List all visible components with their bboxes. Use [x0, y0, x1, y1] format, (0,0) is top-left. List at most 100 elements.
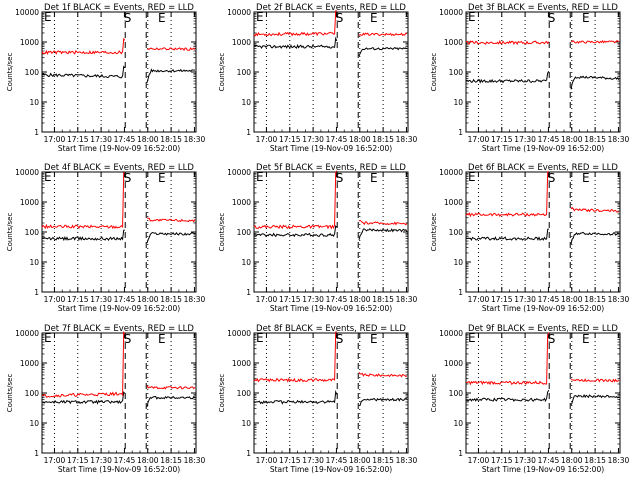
- series-line-events: [41, 65, 126, 79]
- start-marker: S: [124, 332, 132, 346]
- y-axis-label: Counts/sec: [430, 374, 438, 413]
- x-tick-label: 17:00: [256, 135, 278, 144]
- series-line-lld: [146, 217, 196, 223]
- series-line-events: [465, 389, 550, 403]
- y-tick-label: 10: [453, 258, 463, 267]
- panel-5: Det 5f BLACK = Events, RED = LLD 1 10 100 10…: [218, 163, 417, 313]
- x-axis-label: Start Time (19-Nov-09 16:52:00): [270, 465, 392, 474]
- panel-1: Det 1f BLACK = Events, RED = LLD 1 10 100 10…: [6, 3, 205, 153]
- y-tick-label: 100: [237, 389, 252, 398]
- y-tick-label: 10: [453, 98, 463, 107]
- x-tick-label: 18:00: [349, 456, 371, 465]
- series-line-events: [146, 68, 196, 83]
- y-tick-label: 10000: [227, 329, 251, 338]
- panel-title: Det 6f BLACK = Events, RED = LLD: [468, 163, 618, 173]
- y-axis-label: Counts/sec: [6, 374, 14, 413]
- panel-title: Det 4f BLACK = Events, RED = LLD: [44, 163, 194, 173]
- plot-frame: [253, 11, 409, 133]
- y-tick-label: 100: [449, 68, 464, 77]
- y-tick-label: 1: [458, 288, 463, 297]
- start-marker: S: [336, 11, 344, 25]
- series-line-events: [146, 231, 196, 244]
- panel-title: Det 7f BLACK = Events, RED = LLD: [44, 324, 194, 334]
- y-tick-label: 100: [25, 68, 40, 77]
- x-tick-label: 17:15: [491, 135, 513, 144]
- x-tick-label: 18:30: [184, 295, 206, 304]
- start-marker: S: [548, 171, 556, 185]
- panel-title: Det 2f BLACK = Events, RED = LLD: [256, 3, 406, 13]
- plot-frame: [41, 11, 197, 133]
- y-tick-label: 10000: [15, 168, 39, 177]
- x-tick-label: 18:15: [584, 135, 606, 144]
- x-tick-label: 17:45: [538, 135, 560, 144]
- series-line-lld: [253, 331, 337, 383]
- y-axis-label: Counts/sec: [6, 53, 14, 92]
- series-line-lld: [146, 385, 196, 390]
- y-tick-label: 1000: [20, 38, 39, 47]
- x-tick-label: 17:15: [279, 456, 301, 465]
- x-axis-label: Start Time (19-Nov-09 16:52:00): [270, 144, 392, 153]
- y-tick-label: 10: [453, 419, 463, 428]
- panel-title: Det 1f BLACK = Events, RED = LLD: [44, 3, 194, 13]
- x-tick-label: 18:30: [608, 456, 630, 465]
- start-marker: S: [548, 11, 556, 25]
- series-line-lld: [358, 371, 407, 378]
- x-tick-label: 17:45: [114, 135, 136, 144]
- series-line-events: [41, 229, 125, 242]
- plot-frame: [41, 332, 197, 454]
- y-tick-label: 10: [241, 258, 251, 267]
- x-tick-label: 17:15: [279, 295, 301, 304]
- x-tick-label: 18:30: [396, 135, 418, 144]
- start-marker: S: [548, 332, 556, 346]
- series-line-lld: [253, 170, 338, 230]
- x-tick-label: 18:30: [396, 295, 418, 304]
- panel-3: Det 3f BLACK = Events, RED = LLD 1 10 100 10…: [430, 3, 629, 153]
- series-line-events: [253, 389, 338, 405]
- y-tick-label: 10: [29, 258, 39, 267]
- series-line-events: [465, 71, 550, 84]
- x-tick-label: 17:45: [114, 456, 136, 465]
- y-tick-label: 100: [237, 228, 252, 237]
- series-line-events: [570, 75, 620, 90]
- series-line-lld: [146, 47, 196, 52]
- x-tick-label: 17:45: [326, 295, 348, 304]
- y-axis-label: Counts/sec: [430, 213, 438, 252]
- plot-frame: [465, 332, 621, 454]
- x-axis-label: Start Time (19-Nov-09 16:52:00): [482, 144, 604, 153]
- y-tick-label: 10000: [15, 8, 39, 17]
- panel-4: Det 4f BLACK = Events, RED = LLD 1 10 100 10…: [6, 163, 205, 313]
- y-tick-label: 10: [29, 98, 39, 107]
- end-marker: E: [370, 11, 378, 25]
- end-marker: E: [158, 11, 166, 25]
- x-tick-label: 17:30: [514, 456, 536, 465]
- series-line-lld: [41, 172, 125, 230]
- x-tick-label: 17:15: [67, 456, 89, 465]
- series-line-lld: [358, 219, 408, 226]
- y-axis-label: Counts/sec: [430, 53, 438, 92]
- x-tick-label: 18:30: [184, 135, 206, 144]
- panel-title: Det 8f BLACK = Events, RED = LLD: [256, 324, 406, 334]
- x-tick-label: 18:15: [160, 295, 182, 304]
- y-tick-label: 1: [246, 128, 251, 137]
- x-tick-label: 17:45: [538, 295, 560, 304]
- series-line-events: [358, 397, 408, 407]
- x-tick-label: 17:00: [468, 135, 490, 144]
- start-marker: S: [336, 332, 344, 346]
- x-axis-label: Start Time (19-Nov-09 16:52:00): [270, 304, 392, 313]
- y-tick-label: 100: [25, 389, 40, 398]
- panel-9: Det 9f BLACK = Events, RED = LLD 1 10 100 10…: [430, 324, 629, 474]
- x-tick-label: 18:15: [160, 135, 182, 144]
- x-tick-label: 18:00: [349, 135, 371, 144]
- x-tick-label: 17:15: [279, 135, 301, 144]
- x-tick-label: 18:00: [137, 456, 159, 465]
- y-tick-label: 10000: [15, 329, 39, 338]
- x-tick-label: 18:15: [372, 295, 394, 304]
- y-tick-label: 1000: [444, 359, 463, 368]
- series-line-lld: [253, 10, 337, 37]
- series-line-lld: [465, 39, 550, 46]
- x-axis-label: Start Time (19-Nov-09 16:52:00): [482, 304, 604, 313]
- y-tick-label: 10000: [227, 8, 251, 17]
- end-marker: E: [44, 10, 52, 24]
- x-tick-label: 17:00: [468, 295, 490, 304]
- start-marker: S: [124, 171, 132, 185]
